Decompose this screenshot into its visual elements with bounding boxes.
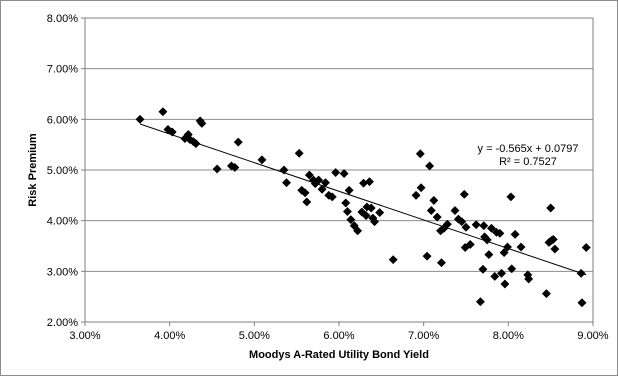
data-point-63 (459, 189, 469, 199)
data-point-34 (344, 185, 354, 195)
data-point-1 (158, 107, 168, 117)
x-tick-label-3: 6.00% (323, 330, 354, 342)
data-point-40 (361, 211, 371, 221)
data-point-59 (442, 219, 452, 229)
data-point-45 (370, 217, 380, 227)
data-point-53 (426, 205, 436, 216)
data-point-62 (457, 217, 467, 227)
data-point-48 (411, 190, 421, 200)
data-point-57 (436, 258, 447, 268)
data-point-78 (497, 268, 507, 278)
data-point-22 (304, 170, 314, 180)
data-point-90 (546, 203, 556, 213)
data-point-31 (339, 168, 349, 179)
y-tick-label-0: 2.00% (47, 317, 78, 329)
data-point-83 (507, 264, 517, 274)
trendline-equation: y = -0.565x + 0.0797 (478, 143, 579, 155)
x-tick-label-4: 7.00% (408, 330, 439, 342)
data-point-49 (415, 149, 425, 159)
data-point-29 (327, 192, 337, 202)
data-point-14 (233, 137, 243, 147)
data-point-81 (502, 242, 513, 252)
data-point-66 (465, 239, 475, 250)
data-point-55 (432, 212, 442, 222)
data-point-65 (461, 222, 471, 232)
data-point-54 (429, 195, 439, 205)
data-points (135, 107, 591, 308)
data-point-93 (550, 244, 560, 254)
data-point-25 (314, 175, 324, 185)
data-point-67 (471, 220, 481, 230)
data-point-52 (425, 161, 435, 171)
trendline-r-squared: R² = 0.7527 (499, 156, 557, 168)
data-point-87 (524, 274, 534, 284)
data-point-88 (541, 289, 551, 299)
data-point-79 (499, 248, 509, 258)
y-tick-label-6: 8.00% (47, 13, 78, 25)
data-point-27 (320, 178, 331, 188)
data-point-33 (342, 206, 353, 217)
trendline (139, 123, 587, 276)
data-point-60 (450, 205, 460, 216)
data-point-70 (479, 221, 489, 231)
data-point-21 (302, 197, 312, 207)
y-tick-label-4: 6.00% (47, 114, 78, 126)
data-point-74 (486, 223, 496, 233)
data-point-92 (548, 234, 558, 244)
data-point-11 (212, 164, 222, 174)
data-point-47 (388, 255, 398, 265)
data-point-50 (416, 183, 426, 193)
data-point-32 (341, 198, 351, 208)
y-tick-label-3: 5.00% (47, 165, 78, 177)
x-axis-title: Moodys A-Rated Utility Bond Yield (249, 349, 429, 361)
data-point-43 (366, 203, 376, 213)
data-point-35 (346, 215, 356, 225)
data-point-16 (279, 165, 289, 175)
y-tick-label-1: 3.00% (47, 266, 78, 278)
data-point-75 (490, 271, 500, 281)
x-tick-label-5: 8.00% (493, 330, 524, 342)
y-tick-label-2: 4.00% (47, 216, 78, 228)
data-point-0 (135, 114, 145, 124)
data-point-80 (500, 279, 510, 289)
data-point-95 (577, 298, 587, 308)
data-point-51 (422, 251, 432, 261)
x-tick-label-6: 9.00% (577, 330, 608, 342)
x-tick-label-1: 4.00% (154, 330, 185, 342)
data-point-82 (506, 192, 516, 202)
x-tick-label-0: 3.00% (69, 330, 100, 342)
data-point-3 (167, 127, 177, 137)
data-point-37 (353, 226, 363, 236)
data-point-73 (484, 250, 494, 260)
data-point-13 (230, 162, 240, 173)
data-point-46 (375, 208, 385, 218)
data-point-69 (478, 264, 488, 274)
data-point-94 (576, 268, 586, 278)
x-tick-label-2: 5.00% (239, 330, 270, 342)
data-point-85 (516, 242, 526, 252)
data-point-68 (475, 297, 485, 307)
data-point-77 (495, 228, 505, 238)
x-axis-ticks: 3.00% 4.00% 5.00% 6.00% 7.00% 8.00% 9.00% (69, 322, 609, 342)
data-point-15 (257, 155, 267, 165)
data-point-72 (482, 235, 492, 245)
y-tick-label-5: 7.00% (47, 64, 78, 76)
data-point-10 (197, 118, 207, 128)
data-point-96 (581, 242, 591, 253)
y-axis-ticks: 2.00% 3.00% 4.00% 5.00% 6.00% 7.00% 8.00% (47, 13, 85, 329)
data-point-42 (364, 177, 375, 187)
data-point-26 (317, 184, 327, 194)
data-point-30 (331, 167, 341, 178)
data-point-84 (510, 229, 520, 239)
data-point-8 (191, 139, 201, 149)
data-point-17 (281, 178, 292, 188)
data-point-20 (300, 188, 310, 198)
y-axis-title: Risk Premium (27, 133, 39, 207)
data-point-18 (294, 148, 304, 158)
